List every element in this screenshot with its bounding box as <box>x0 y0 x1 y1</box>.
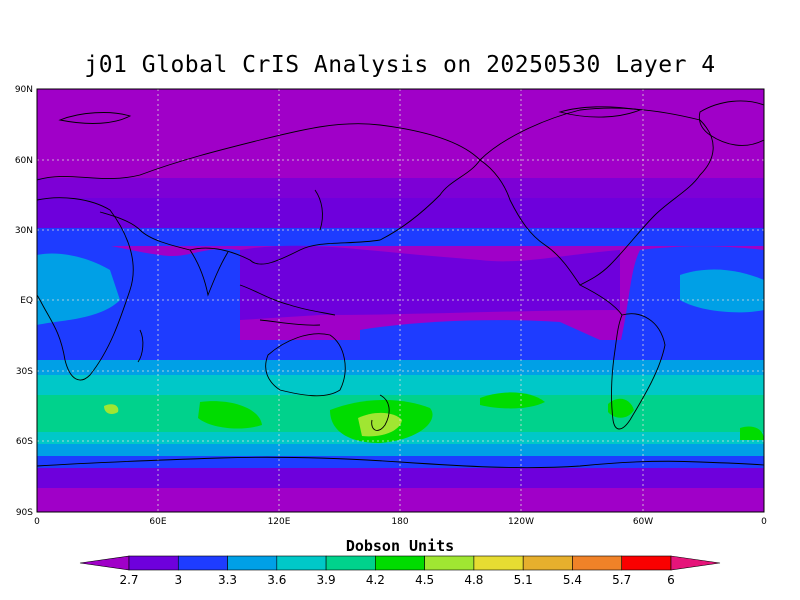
map-frame <box>36 88 765 513</box>
colorbar-box <box>325 555 376 571</box>
lon-label-120e: 120E <box>268 517 291 527</box>
colorbar-tick-label: 4.5 <box>415 573 434 587</box>
colorbar-tick-label: 2.7 <box>119 573 138 587</box>
lon-label-0-right: 0 <box>761 517 767 527</box>
grid-lines <box>37 89 764 512</box>
lat-label-90n: 90N <box>15 85 33 95</box>
colorbar-tick-label: 5.4 <box>563 573 582 587</box>
colorbar-tick-label: 4.2 <box>366 573 385 587</box>
lat-label-90s: 90S <box>16 508 33 518</box>
colorbar-box <box>572 555 623 571</box>
longitude-labels: 0 60E 120E 180 120W 60W 0 <box>34 517 767 527</box>
colorbar-tick-label: 5.7 <box>612 573 631 587</box>
lon-label-180: 180 <box>391 517 408 527</box>
lon-label-0-left: 0 <box>34 517 40 527</box>
colorbar-tick-label: 5.1 <box>514 573 533 587</box>
colorbar-box <box>375 555 425 571</box>
latitude-labels: 90N 60N 30N EQ 30S 60S 90S <box>15 85 33 518</box>
lat-label-30s: 30S <box>16 367 33 377</box>
coastlines <box>37 100 764 469</box>
colorbar-high-arrow <box>670 555 721 571</box>
ozone-field <box>37 89 764 512</box>
colorbar-box <box>227 555 278 571</box>
lat-label-60s: 60S <box>16 437 33 447</box>
colorbar-box <box>276 555 327 571</box>
lon-label-60e: 60E <box>149 517 166 527</box>
colorbar-box <box>522 555 573 571</box>
lon-label-120w: 120W <box>508 517 534 527</box>
colorbar-tick-label: 3.3 <box>218 573 237 587</box>
map-title: j01 Global CrIS Analysis on 20250530 Lay… <box>84 52 716 78</box>
colorbar-units-label: Dobson Units <box>345 537 455 555</box>
lat-label-60n: 60N <box>15 156 33 166</box>
colorbar-tick-label: 3 <box>174 573 182 587</box>
colorbar-tick-label: 6 <box>667 573 675 587</box>
colorbar-low-arrow <box>79 555 130 571</box>
colorbar-tick-label: 3.9 <box>317 573 336 587</box>
colorbar-box <box>128 555 179 571</box>
colorbar-tick-label: 4.8 <box>464 573 483 587</box>
colorbar-box <box>621 555 672 571</box>
colorbar-tick-label: 3.6 <box>267 573 286 587</box>
lon-label-60w: 60W <box>633 517 653 527</box>
lat-label-30n: 30N <box>15 226 33 236</box>
colorbar-box <box>177 555 228 571</box>
lat-label-eq: EQ <box>20 296 33 306</box>
colorbar: 2.7 3 3.3 3.6 3.9 4.2 4.5 4.8 5.1 5.4 5.7 6 <box>79 555 721 587</box>
colorbar-box <box>424 555 475 571</box>
colorbar-box <box>473 555 524 571</box>
